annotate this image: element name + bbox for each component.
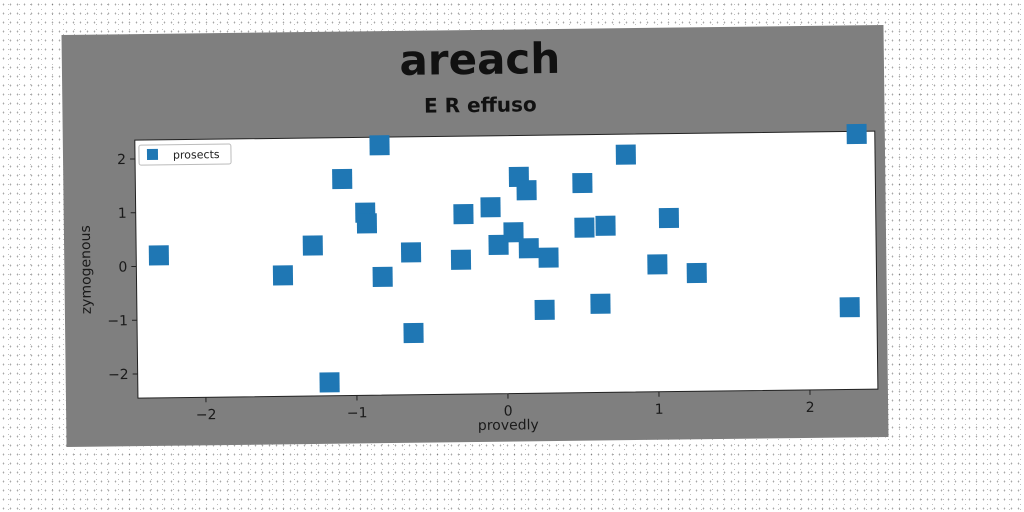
legend: prosects [138, 143, 232, 166]
y-tick-label: −1 [107, 313, 128, 329]
x-tick-label: 0 [504, 404, 513, 420]
axis-ticks: −2 −1 0 1 2 −2 −1 0 1 2 [107, 152, 815, 423]
data-points [148, 123, 867, 393]
x-tick-label: 1 [655, 402, 664, 418]
scatter-point [403, 322, 424, 344]
scatter-point [615, 144, 636, 165]
y-tick-label: 0 [118, 260, 127, 276]
legend-label: prosects [173, 148, 220, 162]
scatter-point [302, 235, 323, 256]
scatter-point [516, 180, 537, 201]
scatter-point [453, 203, 474, 225]
scatter-point [518, 238, 539, 259]
chart-title: areach [399, 34, 560, 85]
scatter-chart: areach E R effuso −2 −1 0 1 2 −2 −1 0 1 2 provedl… [78, 34, 879, 434]
scatter-point [590, 293, 611, 314]
scatter-point [480, 197, 501, 218]
scatter-point [372, 266, 393, 288]
plot-area [134, 130, 879, 399]
scatter-point [534, 299, 555, 320]
scatter-point [574, 217, 595, 238]
scatter-point [332, 168, 353, 190]
x-tick-label: 2 [806, 400, 815, 416]
x-axis-label: provedly [478, 417, 539, 434]
scatter-point [846, 123, 867, 145]
scatter-point [400, 242, 422, 263]
scatter-point [572, 172, 593, 194]
chart-figure: areach E R effuso −2 −1 0 1 2 −2 −1 0 1 2 provedl… [61, 24, 889, 448]
y-tick-label: 1 [118, 206, 127, 222]
scatter-point [369, 135, 390, 156]
x-tick-label: −1 [347, 405, 368, 421]
chart-subtitle: E R effuso [424, 92, 537, 117]
scatter-point [839, 297, 860, 318]
scatter-point [450, 249, 472, 270]
x-tick-label: −2 [196, 407, 217, 423]
scatter-point [503, 222, 524, 243]
scatter-point [647, 254, 668, 275]
legend-marker [146, 148, 159, 161]
scatter-point [686, 262, 707, 284]
y-tick-label: 2 [117, 152, 126, 168]
scatter-point [595, 215, 616, 236]
scatter-point [272, 265, 294, 286]
scatter-point [538, 247, 559, 268]
y-axis-label: zymogenous [78, 225, 95, 314]
y-tick-label: −2 [108, 367, 129, 383]
scatter-point [148, 245, 169, 266]
scatter-point [658, 207, 680, 229]
legend-box [138, 143, 232, 166]
scatter-point [319, 372, 340, 393]
scatter-point [356, 213, 378, 234]
